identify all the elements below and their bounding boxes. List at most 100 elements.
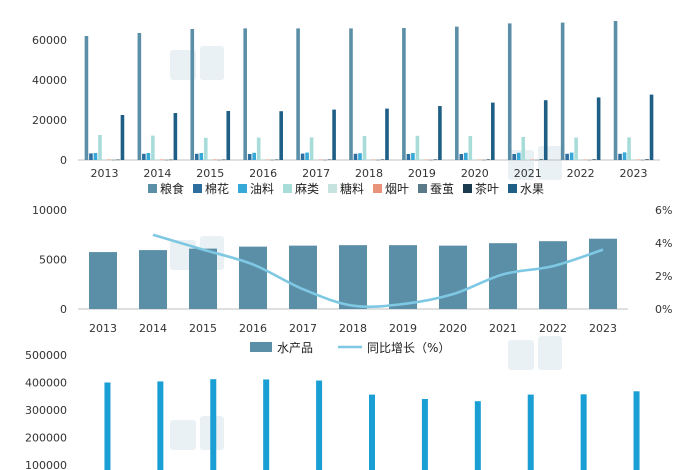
bar-蚕茧-2014	[164, 159, 169, 161]
x-tick-label: 2015	[189, 322, 217, 335]
y-left-tick-label: 10000	[32, 204, 67, 217]
bar-2015	[210, 379, 217, 470]
legend-label-aquatic: 水产品	[277, 341, 313, 355]
bar-水果-2022	[596, 97, 601, 160]
growth-rate-line	[152, 233, 604, 309]
bar-糖料-2021	[525, 159, 530, 160]
bar-水果-2019	[438, 106, 442, 160]
bar-aquatic-2016	[239, 246, 267, 309]
bar-烟叶-2023	[636, 159, 640, 160]
x-tick-label: 2018	[355, 167, 383, 180]
bar-蚕茧-2016	[270, 159, 274, 161]
bar-麻类-2020	[468, 136, 473, 160]
bar-蚕茧-2017	[323, 159, 327, 161]
aquatic-products-chart: 0 5000 10000 0% 2% 4% 6% 2013 2014 2015 2016 2017 20…	[32, 204, 672, 355]
x-tick-label: 2023	[620, 167, 648, 180]
bar-棉花-2014	[142, 153, 146, 160]
bar-茶叶-2014	[169, 159, 173, 161]
legend-swatch-蚕茧	[418, 184, 427, 193]
y-tick-label: 400000	[25, 377, 67, 390]
y-tick-label: 0	[60, 154, 67, 167]
x-tick-label: 2018	[339, 322, 367, 335]
bar-2023	[633, 391, 640, 470]
legend-swatch-茶叶	[463, 184, 472, 193]
bar-2021	[527, 394, 534, 470]
legend-swatch-粮食	[148, 184, 157, 193]
x-tick-label: 2022	[567, 167, 595, 180]
bar-麻类-2023	[627, 137, 631, 160]
bar-糖料-2022	[578, 159, 583, 160]
x-tick-label: 2019	[408, 167, 436, 180]
legend-swatch-aquatic	[250, 342, 272, 352]
x-tick-label: 2020	[439, 322, 467, 335]
legend-label: 粮食	[160, 181, 184, 196]
legend-swatch-糖料	[328, 184, 337, 193]
x-tick-label: 2015	[196, 167, 224, 180]
bar-aquatic-2020	[439, 245, 467, 309]
bar-水果-2023	[649, 94, 654, 160]
bar-麻类-2021	[521, 137, 526, 160]
bar-糖料-2020	[473, 159, 477, 160]
bar-茶叶-2019	[433, 159, 438, 160]
bar-水果-2014	[173, 113, 178, 160]
bar-蚕茧-2020	[482, 159, 486, 161]
legend-label: 烟叶	[385, 182, 409, 196]
bar-糖料-2016	[261, 159, 265, 160]
bar-棉花-2021	[512, 154, 517, 160]
bar-油料-2014	[146, 153, 151, 160]
bar-水果-2015	[226, 111, 231, 160]
legend-swatch-烟叶	[373, 184, 382, 193]
agriculture-output-chart: 0 20000 40000 60000 2013 2014 2015 2016 2017 2018…	[32, 21, 660, 196]
y-right-tick-label: 4%	[655, 237, 672, 250]
legend-label: 蚕茧	[430, 182, 454, 196]
bar-粮食-2013	[84, 36, 89, 160]
bar-蚕茧-2015	[217, 159, 222, 161]
bar-蚕茧-2023	[640, 159, 645, 161]
bar-麻类-2014	[151, 135, 155, 160]
bar-2019	[421, 399, 428, 470]
bar-2022	[580, 394, 587, 470]
y-right-tick-label: 2%	[655, 270, 672, 283]
bar-烟叶-2013	[107, 159, 111, 160]
bar-茶叶-2022	[592, 159, 596, 160]
bar-茶叶-2016	[274, 159, 279, 161]
x-tick-label: 2017	[289, 322, 317, 335]
bar-棉花-2020	[459, 154, 464, 160]
x-tick-label: 2016	[249, 167, 277, 180]
y-left-tick-label: 5000	[39, 254, 67, 267]
bar-aquatic-2017	[289, 245, 317, 309]
bar-粮食-2014	[137, 33, 142, 160]
bar-棉花-2016	[247, 154, 252, 160]
bar-aquatic-2023	[589, 238, 617, 309]
bar-水果-2018	[385, 108, 389, 160]
bar-aquatic-2022	[539, 241, 567, 309]
bar-麻类-2019	[415, 135, 420, 160]
x-tick-label: 2016	[239, 322, 267, 335]
bar-水果-2017	[332, 109, 336, 160]
bar-糖料-2015	[208, 159, 213, 160]
x-tick-label: 2020	[461, 167, 489, 180]
bar-粮食-2022	[560, 22, 565, 160]
bar-蚕茧-2013	[111, 159, 116, 161]
x-tick-label: 2021	[514, 167, 542, 180]
bar-aquatic-2018	[339, 245, 367, 309]
legend-label: 水果	[520, 182, 544, 196]
bar-棉花-2018	[353, 153, 358, 160]
bar-茶叶-2021	[539, 159, 544, 160]
legend-swatch-油料	[238, 184, 247, 193]
bar-烟叶-2018	[371, 159, 376, 160]
third-bar-chart: 100000 200000 300000 400000 500000	[25, 349, 640, 470]
y-tick-label: 20000	[32, 114, 67, 127]
legend-label: 茶叶	[475, 181, 499, 196]
bar-麻类-2022	[574, 137, 578, 160]
bar-aquatic-2021	[489, 243, 517, 309]
legend-swatch-棉花	[193, 184, 202, 193]
bar-水果-2020	[491, 102, 495, 160]
bar-糖料-2013	[102, 159, 107, 160]
x-tick-label: 2013	[90, 167, 118, 180]
bar-蚕茧-2019	[429, 159, 433, 161]
bar-油料-2020	[464, 152, 468, 160]
bar-糖料-2018	[367, 159, 371, 160]
bar-粮食-2021	[507, 23, 512, 161]
bar-麻类-2013	[98, 135, 102, 160]
